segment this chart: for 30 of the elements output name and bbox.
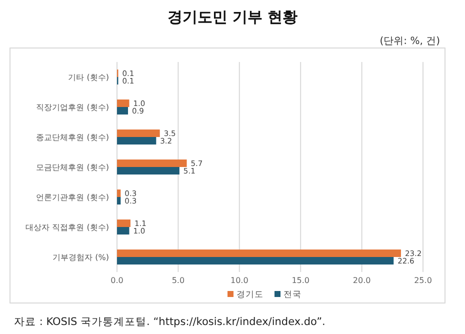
x-tick-label: 15.0 — [292, 276, 310, 285]
bar — [117, 107, 128, 114]
x-tick-label: 5.0 — [172, 276, 185, 285]
x-tick-label: 25.0 — [414, 276, 432, 285]
chart-title: 경기도민 기부 현황 — [167, 8, 298, 26]
bar — [117, 160, 187, 167]
bar — [117, 220, 130, 227]
bar — [117, 190, 121, 197]
text: 자료 : KOSIS 국가통계포털. “https://kosis.kr/index/index.do”. — [14, 316, 326, 328]
legend-label: 경기도 — [236, 290, 264, 300]
y-tick-label: 종교단체후원 (횟수) — [36, 133, 109, 142]
bar — [117, 227, 130, 234]
x-tick-label: 20.0 — [352, 276, 371, 285]
y-tick-label: 대상자 직접후원 (횟수) — [26, 223, 109, 232]
y-tick-label: 기부경험자 (%) — [52, 253, 109, 262]
y-tick-label: 기타 (횟수) — [68, 73, 109, 82]
bar — [117, 250, 401, 257]
text: (단위: %, 건) — [380, 36, 440, 47]
y-tick-label: 모금단체후원 (횟수) — [36, 163, 109, 172]
x-tick-label: 10.0 — [230, 276, 248, 285]
bar — [117, 257, 394, 264]
bar — [117, 130, 160, 137]
legend-label: 전국 — [284, 290, 302, 300]
bar — [117, 100, 130, 107]
y-tick-label: 언론기관후원 (횟수) — [36, 193, 109, 202]
bar — [117, 137, 156, 144]
bar — [117, 197, 121, 204]
x-tick-label: 0.0 — [110, 276, 124, 285]
y-tick-label: 직장기업후원 (횟수) — [36, 103, 109, 112]
bar — [117, 167, 180, 174]
